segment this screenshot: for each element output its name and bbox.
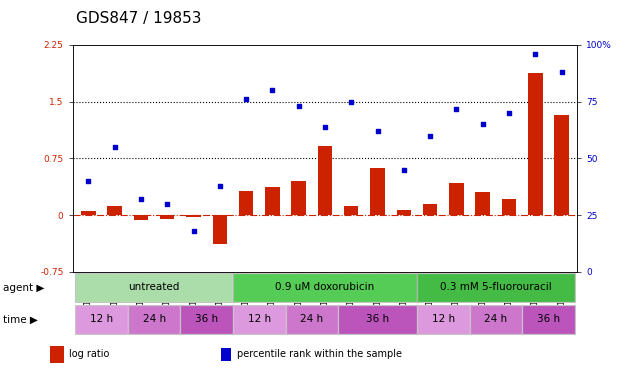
Text: percentile rank within the sample: percentile rank within the sample: [237, 350, 401, 359]
Text: GDS847 / 19853: GDS847 / 19853: [76, 11, 201, 26]
Bar: [134, 215, 148, 220]
Bar: [370, 168, 385, 215]
Bar: [469, 305, 522, 334]
Bar: [555, 116, 569, 215]
Bar: [233, 273, 417, 302]
Point: [478, 122, 488, 128]
Point: [268, 87, 278, 93]
Bar: [417, 305, 469, 334]
Text: 36 h: 36 h: [537, 314, 560, 324]
Text: 24 h: 24 h: [300, 314, 323, 324]
Bar: [50, 346, 64, 363]
Bar: [75, 305, 127, 334]
Point: [504, 110, 514, 116]
Text: agent ▶: agent ▶: [3, 283, 45, 293]
Point: [215, 183, 225, 189]
Bar: [338, 305, 417, 334]
Bar: [522, 305, 575, 334]
Bar: [107, 206, 122, 215]
Point: [425, 133, 435, 139]
Bar: [75, 273, 233, 302]
Bar: [160, 215, 174, 219]
Text: 0.9 uM doxorubicin: 0.9 uM doxorubicin: [275, 282, 375, 292]
Bar: [476, 192, 490, 215]
Bar: [417, 273, 575, 302]
Text: 12 h: 12 h: [432, 314, 455, 324]
Bar: [239, 191, 253, 215]
Point: [399, 167, 409, 173]
Bar: [233, 305, 285, 334]
Bar: [233, 305, 285, 334]
Point: [162, 201, 172, 207]
Bar: [81, 211, 95, 215]
Point: [189, 228, 199, 234]
Bar: [75, 273, 233, 302]
Text: 24 h: 24 h: [485, 314, 507, 324]
Text: log ratio: log ratio: [69, 350, 110, 359]
Bar: [127, 305, 180, 334]
Bar: [318, 146, 332, 215]
Point: [320, 124, 330, 130]
Bar: [417, 273, 575, 302]
Bar: [127, 305, 180, 334]
Text: untreated: untreated: [128, 282, 180, 292]
Point: [372, 128, 382, 134]
Point: [293, 103, 304, 109]
Bar: [285, 305, 338, 334]
Text: 12 h: 12 h: [90, 314, 113, 324]
Point: [530, 51, 540, 57]
Point: [136, 196, 146, 202]
Bar: [522, 305, 575, 334]
Bar: [213, 215, 227, 244]
Bar: [397, 210, 411, 215]
Point: [346, 99, 357, 105]
Bar: [344, 206, 358, 215]
Point: [557, 69, 567, 75]
Text: 0.3 mM 5-fluorouracil: 0.3 mM 5-fluorouracil: [440, 282, 551, 292]
Text: 36 h: 36 h: [195, 314, 218, 324]
Text: 24 h: 24 h: [143, 314, 165, 324]
Bar: [338, 305, 417, 334]
Bar: [417, 305, 469, 334]
Text: 12 h: 12 h: [248, 314, 271, 324]
Bar: [502, 198, 516, 215]
Text: time ▶: time ▶: [3, 315, 38, 325]
Bar: [469, 305, 522, 334]
Bar: [265, 187, 280, 215]
Point: [83, 178, 93, 184]
Point: [241, 96, 251, 102]
Point: [451, 105, 461, 111]
Bar: [423, 204, 437, 215]
Bar: [285, 305, 338, 334]
Bar: [180, 305, 233, 334]
Bar: [180, 305, 233, 334]
Point: [110, 144, 120, 150]
Bar: [292, 181, 306, 215]
Bar: [528, 73, 543, 215]
Bar: [221, 348, 231, 361]
Bar: [186, 215, 201, 217]
Bar: [75, 305, 127, 334]
Text: 36 h: 36 h: [366, 314, 389, 324]
Bar: [233, 273, 417, 302]
Bar: [449, 183, 464, 215]
